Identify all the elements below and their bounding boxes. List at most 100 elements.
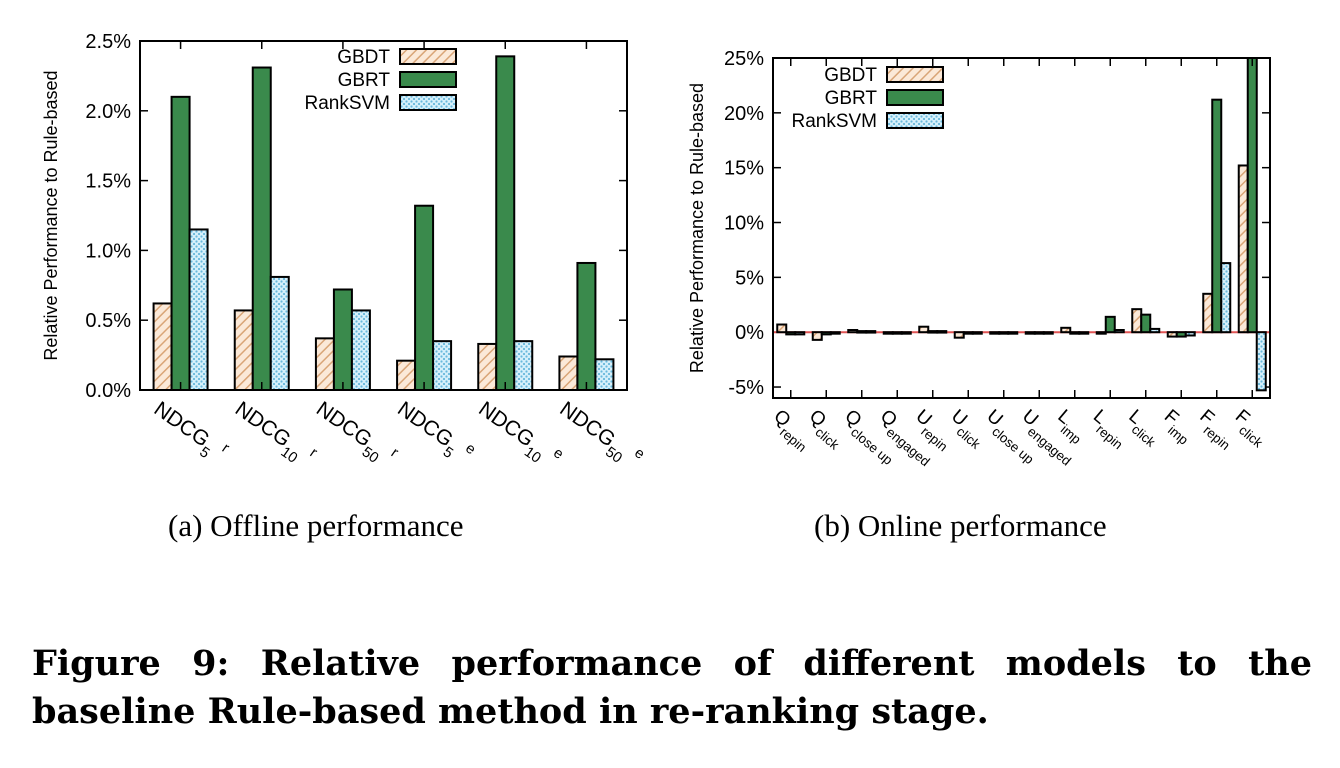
bar-ranksvm-uengaged bbox=[1042, 331, 1054, 335]
bar-ranksvm-ndcg10e bbox=[513, 340, 534, 392]
x-tick-label: Qclick bbox=[802, 406, 850, 453]
y-tick-label: 5% bbox=[735, 267, 764, 289]
x-tick-label: NDCG50 e bbox=[552, 396, 648, 476]
bar-gbdt-qengaged bbox=[882, 331, 894, 335]
x-tick-label: Uclick bbox=[944, 406, 992, 452]
bar-gbdt-frepin bbox=[1202, 292, 1214, 334]
x-tick-label: Qrepin bbox=[766, 406, 817, 455]
y-tick-label: -5% bbox=[728, 377, 764, 399]
x-tick-label: NDCG5 r bbox=[146, 396, 232, 470]
legend-label-ranksvm: RankSVM bbox=[304, 93, 390, 114]
x-tick-label: NDCG10 r bbox=[227, 396, 320, 475]
bar-ranksvm-qclick bbox=[829, 331, 841, 335]
online-performance-chart: -5% 0% 5% 10% 15% 20% 25% Relative Performance … bbox=[687, 48, 1274, 469]
bar-gbrt-qengaged bbox=[891, 331, 903, 335]
legend-swatch-ranksvm bbox=[399, 94, 457, 111]
bar-gbdt-limp bbox=[1060, 326, 1072, 334]
bar-ranksvm-ndcg5e bbox=[432, 340, 453, 392]
legend-label-gbdt: GBDT bbox=[824, 65, 877, 86]
bar-gbdt-ndcg5r bbox=[152, 302, 173, 391]
bar-gbdt-ndcg10r bbox=[233, 309, 254, 392]
bar-gbdt-fimp bbox=[1166, 331, 1178, 338]
bar-ranksvm-ndcg10r bbox=[269, 275, 290, 392]
legend-label-gbrt: GBRT bbox=[825, 88, 878, 109]
bar-gbdt-urepin bbox=[918, 325, 930, 334]
bar-ranksvm-urepin bbox=[936, 330, 948, 334]
bar-gbrt-uclose-up bbox=[998, 331, 1010, 335]
y-tick-label: 0% bbox=[735, 322, 764, 344]
legend-label-ranksvm: RankSVM bbox=[791, 111, 877, 132]
bar-gbrt-fclick bbox=[1246, 57, 1258, 334]
offline-performance-chart: 0.0% 0.5% 1.0% 1.5% 2.0% 2.5% Relative Perform… bbox=[41, 31, 648, 476]
bar-ranksvm-uclick bbox=[971, 331, 983, 335]
bar-ranksvm-fimp bbox=[1184, 331, 1196, 337]
bar-gbrt-limp bbox=[1069, 331, 1081, 335]
y-tick-label: 15% bbox=[724, 158, 764, 180]
x-tick-label: Lclick bbox=[1121, 406, 1166, 450]
legend-swatch-ranksvm bbox=[886, 112, 944, 129]
bar-gbdt-lclick bbox=[1131, 308, 1143, 334]
bar-gbdt-uclose-up bbox=[989, 331, 1001, 335]
y-tick-label: 2.0% bbox=[85, 101, 131, 123]
plot-frame bbox=[139, 40, 628, 391]
legend-swatch-gbdt bbox=[399, 48, 457, 65]
y-tick-label: 1.0% bbox=[85, 240, 131, 262]
legend-label-gbdt: GBDT bbox=[337, 47, 390, 68]
y-tick-label: 0.0% bbox=[85, 380, 131, 402]
y-tick-label: 20% bbox=[724, 103, 764, 125]
legend-swatch-gbrt bbox=[399, 71, 457, 88]
bar-gbdt-ndcg10e bbox=[477, 342, 498, 392]
x-tick-label: NDCG5 e bbox=[389, 396, 478, 472]
legend-swatch-gbdt bbox=[886, 66, 944, 83]
bar-gbdt-qrepin bbox=[776, 323, 788, 334]
caption-online: (b) Online performance bbox=[814, 508, 1107, 543]
x-tick-label: Lrepin bbox=[1086, 406, 1134, 452]
bar-gbrt-ndcg10e bbox=[495, 55, 516, 392]
bar-gbdt-lrepin bbox=[1095, 331, 1107, 335]
bar-ranksvm-qengaged bbox=[900, 331, 912, 335]
y-axis-label: Relative Performance to Rule-based bbox=[41, 70, 61, 360]
bar-gbrt-ndcg5e bbox=[414, 204, 435, 391]
bar-gbrt-qclick bbox=[820, 331, 832, 336]
bar-gbrt-lclick bbox=[1140, 313, 1152, 334]
bar-gbdt-ndcg50r bbox=[314, 337, 335, 391]
bar-ranksvm-ndcg5r bbox=[188, 228, 209, 391]
bar-gbrt-lrepin bbox=[1104, 315, 1116, 334]
y-tick-label: 0.5% bbox=[85, 310, 131, 332]
y-axis-label: Relative Performance to Rule-based bbox=[687, 83, 707, 373]
bar-ranksvm-ndcg50e bbox=[594, 358, 615, 391]
bar-ranksvm-limp bbox=[1078, 331, 1090, 335]
bar-gbrt-ndcg50r bbox=[332, 288, 353, 392]
y-tick-label: 25% bbox=[724, 48, 764, 70]
bar-ranksvm-frepin bbox=[1220, 262, 1232, 334]
legend-label-gbrt: GBRT bbox=[338, 70, 391, 91]
plot-frame bbox=[772, 57, 1271, 399]
x-tick-label: NDCG10 e bbox=[470, 396, 566, 476]
figure-caption: Figure 9: Relative performance of differ… bbox=[32, 643, 1312, 732]
bar-gbrt-frepin bbox=[1211, 98, 1223, 334]
bar-gbrt-ndcg10r bbox=[251, 66, 272, 392]
legend-swatch-gbrt bbox=[886, 89, 944, 106]
bar-gbrt-uclick bbox=[962, 331, 974, 335]
bar-ranksvm-lclick bbox=[1149, 327, 1161, 334]
bar-gbrt-ndcg5r bbox=[170, 95, 191, 391]
bar-gbdt-ndcg5e bbox=[396, 359, 417, 391]
bar-ranksvm-ndcg50r bbox=[350, 309, 371, 392]
y-tick-label: 1.5% bbox=[85, 171, 131, 193]
x-tick-label: Fclick bbox=[1228, 406, 1274, 451]
bar-gbdt-ndcg50e bbox=[558, 355, 579, 392]
bar-gbrt-fimp bbox=[1175, 331, 1187, 338]
bar-ranksvm-qrepin bbox=[794, 331, 806, 336]
bar-ranksvm-qclose-up bbox=[865, 330, 877, 334]
bar-gbdt-qclick bbox=[811, 331, 823, 341]
y-tick-label: 10% bbox=[724, 213, 764, 235]
bar-gbrt-uengaged bbox=[1033, 331, 1045, 335]
bar-gbrt-qrepin bbox=[785, 331, 797, 336]
bar-ranksvm-lrepin bbox=[1113, 329, 1125, 334]
bar-gbdt-uclick bbox=[953, 331, 965, 339]
bar-gbrt-qclose-up bbox=[856, 330, 868, 334]
bar-ranksvm-uclose-up bbox=[1007, 331, 1019, 335]
bar-gbrt-ndcg50e bbox=[576, 261, 597, 391]
bar-gbrt-urepin bbox=[927, 330, 939, 334]
